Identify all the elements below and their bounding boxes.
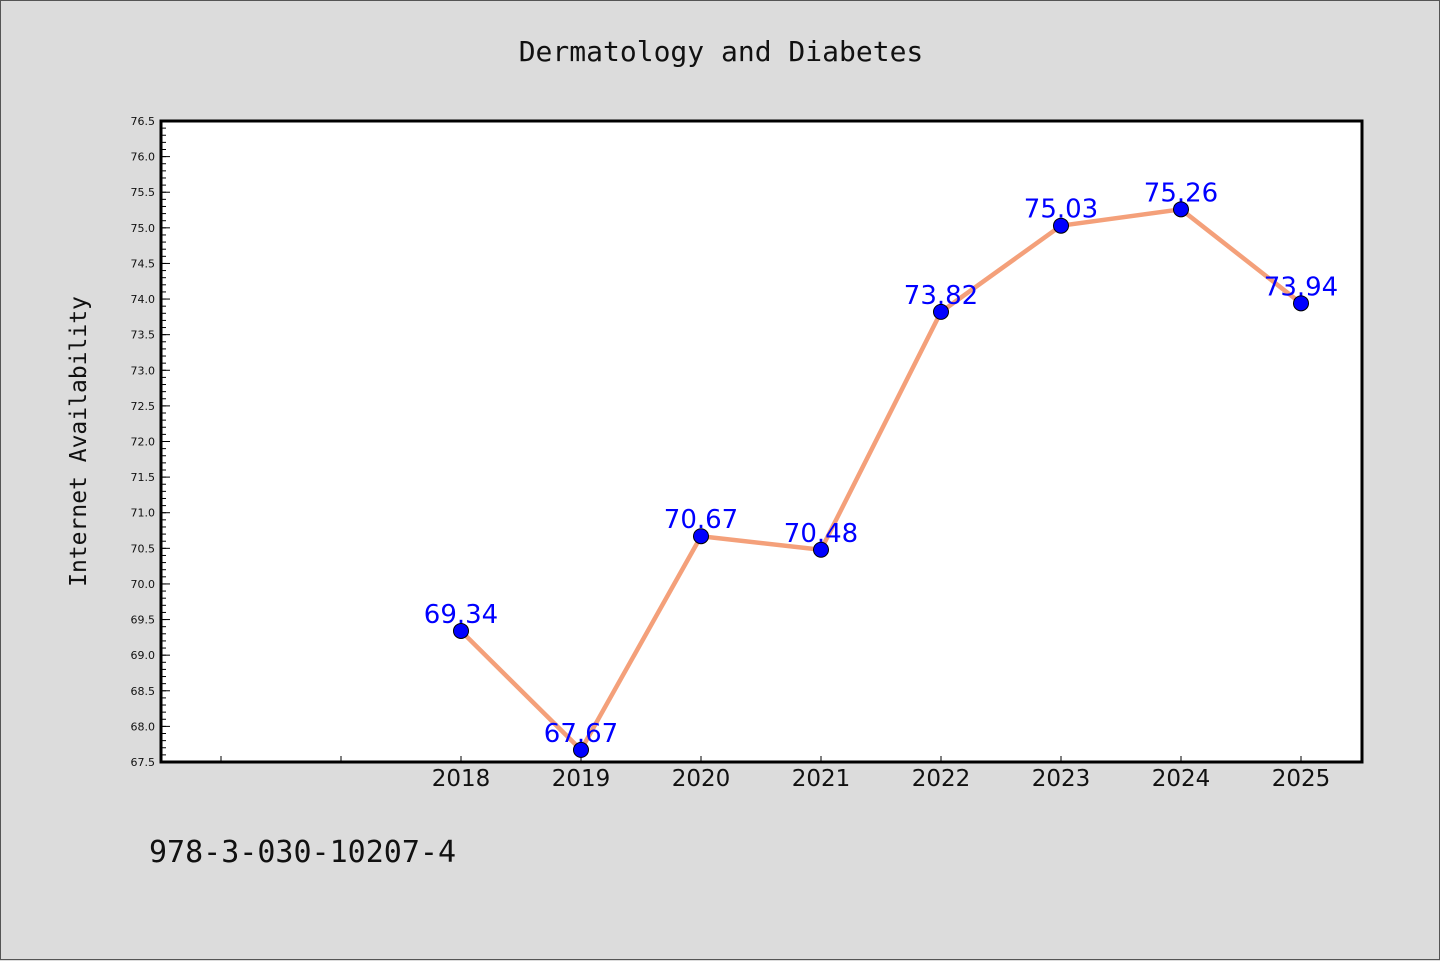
y-tick-label: 73.5 bbox=[131, 329, 156, 342]
y-tick-label: 70.5 bbox=[131, 542, 156, 555]
x-tick-label: 2019 bbox=[552, 766, 611, 792]
data-label: 67.67 bbox=[544, 719, 618, 749]
x-tick-label: 2020 bbox=[672, 766, 731, 792]
chart-title: Dermatology and Diabetes bbox=[518, 35, 924, 68]
y-tick-label: 73.0 bbox=[131, 364, 156, 377]
y-tick-label: 72.5 bbox=[131, 400, 156, 413]
plot-area bbox=[161, 121, 1362, 762]
x-tick-label: 2024 bbox=[1152, 766, 1211, 792]
data-point bbox=[453, 622, 469, 639]
data-point bbox=[933, 303, 949, 320]
series-line bbox=[459, 207, 1303, 753]
data-point bbox=[1053, 217, 1069, 234]
x-tick-label: 2023 bbox=[1032, 766, 1091, 792]
plot-frame bbox=[159, 119, 1364, 764]
y-axis-label: Internet Availability bbox=[66, 296, 92, 587]
x-tick-label: 2021 bbox=[792, 766, 851, 792]
x-tick-label: 2022 bbox=[912, 766, 971, 792]
y-tick-label: 71.5 bbox=[131, 471, 156, 484]
data-label: 75.03 bbox=[1024, 195, 1098, 225]
data-label: 69.34 bbox=[424, 600, 498, 630]
data-label: 70.48 bbox=[784, 519, 858, 549]
data-label: 73.94 bbox=[1264, 272, 1338, 302]
data-label: 75.26 bbox=[1144, 178, 1218, 208]
data-point bbox=[813, 541, 829, 558]
data-point bbox=[573, 741, 589, 758]
y-tick-label: 76.5 bbox=[131, 115, 156, 128]
y-tick-label: 67.5 bbox=[131, 756, 156, 769]
y-tick-label: 68.5 bbox=[131, 685, 156, 698]
data-label: 70.67 bbox=[664, 505, 738, 535]
footer-code: 978-3-030-10207-4 bbox=[149, 835, 457, 870]
y-tick-label: 74.0 bbox=[131, 293, 156, 306]
data-point bbox=[693, 528, 709, 545]
data-label: 73.82 bbox=[904, 281, 978, 311]
x-tick-label: 2025 bbox=[1272, 766, 1331, 792]
y-tick-label: 69.0 bbox=[131, 649, 156, 662]
y-tick-label: 71.0 bbox=[131, 507, 156, 520]
y-tick-label: 69.5 bbox=[131, 614, 156, 627]
y-tick-label: 70.0 bbox=[131, 578, 156, 591]
y-tick-label: 72.0 bbox=[131, 436, 156, 449]
y-tick-label: 75.0 bbox=[131, 222, 156, 235]
y-tick-label: 68.0 bbox=[131, 720, 156, 733]
y-tick-label: 75.5 bbox=[131, 186, 156, 199]
x-tick-label: 2018 bbox=[432, 766, 491, 792]
y-tick-label: 74.5 bbox=[131, 257, 156, 270]
data-point bbox=[1173, 201, 1189, 218]
y-tick-label: 76.0 bbox=[131, 151, 156, 164]
data-point bbox=[1293, 295, 1309, 312]
